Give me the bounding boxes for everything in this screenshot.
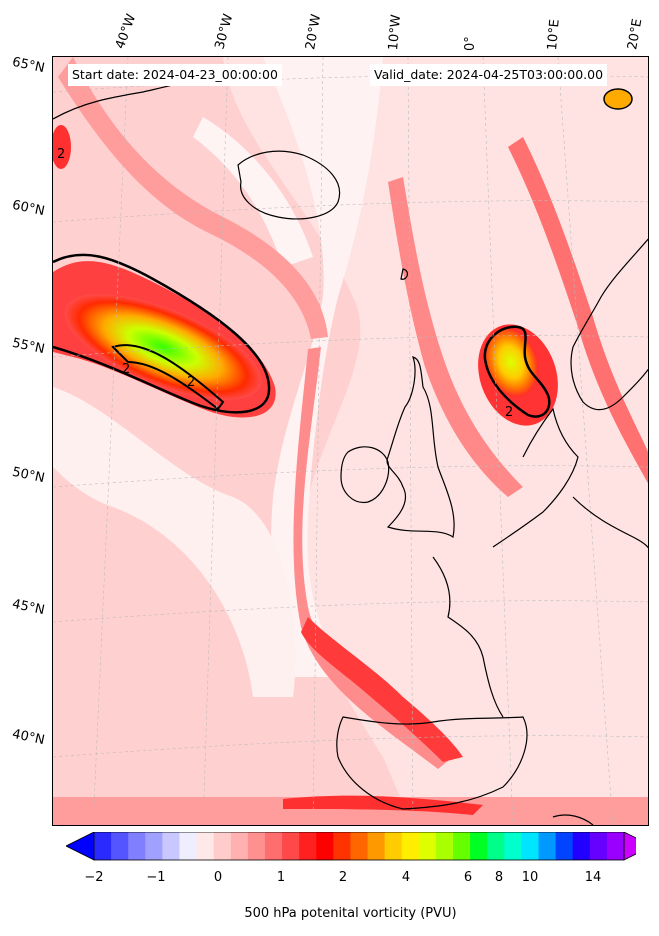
colorbar-segment <box>521 832 540 860</box>
colorbar-segment <box>606 832 625 860</box>
france-west-coast <box>432 556 504 718</box>
pv-contour-west <box>53 253 271 414</box>
great-britain-coast <box>386 356 455 538</box>
colorbar-segment <box>504 832 522 860</box>
colorbar-segment <box>470 832 488 860</box>
valid-date-label: Valid_date: 2024-04-25T03:00:00.00 <box>370 64 608 86</box>
lat-label: 50°N <box>10 464 46 487</box>
colorbar-tick: 4 <box>401 870 411 885</box>
lat-label: 45°N <box>10 596 46 619</box>
pv-low-patch-n <box>193 117 313 267</box>
colorbar-segment <box>435 832 454 860</box>
lon-label: 40°W <box>112 12 140 51</box>
pv-streamer-core <box>301 617 463 762</box>
pv-low-band-mid <box>263 57 383 677</box>
contour-label: 2 <box>122 362 131 377</box>
pv-low-patch-sw <box>53 387 296 697</box>
colorbar-tick: 0 <box>213 870 223 885</box>
map-panel: 2 2 2 2 <box>52 56 649 826</box>
lat-label: 60°N <box>10 197 46 220</box>
lon-label: 20°E <box>625 17 646 52</box>
coastlines <box>53 66 648 825</box>
colorbar-segment <box>401 832 420 860</box>
colorbar-tick: −1 <box>146 870 166 885</box>
colorbar-extend-min <box>66 832 95 861</box>
lon-label: 10°E <box>545 18 563 52</box>
jutland-continent-coast <box>492 407 579 548</box>
pv-blob-west-core <box>64 294 262 400</box>
lon-label: 20°W <box>303 13 325 52</box>
lon-label: 10°W <box>386 13 405 51</box>
pv-field-map <box>53 57 648 825</box>
colorbar-segment <box>94 832 112 860</box>
iberia-coast <box>336 716 528 810</box>
colorbar-segment <box>299 832 317 860</box>
colorbar-segment <box>367 832 386 860</box>
colorbar-tick: −2 <box>84 870 104 885</box>
lat-label: 40°N <box>10 726 46 749</box>
colorbar-segment <box>418 832 437 860</box>
colorbar-segment <box>111 832 129 860</box>
pv-south-band <box>53 797 648 825</box>
colorbar-segment <box>453 832 471 860</box>
colorbar-segment <box>487 832 505 860</box>
colorbar-tick: 2 <box>338 870 348 885</box>
pv-streamer-ne <box>388 177 523 497</box>
colorbar-segment <box>213 832 232 860</box>
colorbar-segment <box>145 832 163 860</box>
africa-coast <box>552 814 594 825</box>
colorbar-segment <box>162 832 180 860</box>
colorbar-segment <box>555 832 574 860</box>
colorbar-segment <box>196 832 215 860</box>
ireland-coast <box>340 446 390 504</box>
pv-streamer-norway <box>508 137 648 484</box>
scandinavia-coast <box>570 238 648 411</box>
pv-contour-west-inner <box>111 344 225 411</box>
colorbar-tick: 10 <box>521 870 539 885</box>
pv-south-core <box>283 795 483 815</box>
colorbar-segment <box>230 832 249 860</box>
colorbar-tick: 14 <box>584 870 602 885</box>
iceland-coast <box>237 150 341 220</box>
lat-label: 65°N <box>10 54 46 77</box>
graticule <box>53 57 648 825</box>
colorbar <box>66 832 636 861</box>
north-germany-coast <box>572 496 648 549</box>
colorbar-tick: 1 <box>276 870 286 885</box>
colorbar-segment <box>589 832 608 860</box>
colorbar-segment <box>316 832 334 860</box>
colorbar-segment <box>572 832 591 860</box>
faroe-coast <box>400 268 409 280</box>
colorbar-segment <box>350 832 369 860</box>
colorbar-segment <box>333 832 351 860</box>
pv-blob-edge-west <box>53 125 71 169</box>
pv-blob-edge-ne <box>603 88 633 110</box>
colorbar-segment <box>384 832 403 860</box>
colorbar-segment <box>247 832 266 860</box>
colorbar-extend-max <box>623 832 636 861</box>
start-date-label: Start date: 2024-04-23_00:00:00 <box>68 64 282 86</box>
pv-contour-east <box>483 325 551 418</box>
colorbar-border <box>93 832 625 861</box>
contour-label: 2 <box>187 375 196 390</box>
contour-label: 2 <box>57 147 66 162</box>
contour-label: 2 <box>505 405 514 420</box>
colorbar-segment <box>179 832 198 860</box>
colorbar-tick: 8 <box>494 870 504 885</box>
colorbar-tick: 6 <box>463 870 473 885</box>
lat-label: 55°N <box>10 335 46 358</box>
lon-label: 0° <box>463 36 478 51</box>
colorbar-segment <box>264 832 283 860</box>
colorbar-segment <box>538 832 557 860</box>
lon-label: 30°W <box>212 12 237 51</box>
colorbar-label: 500 hPa potenital vorticity (PVU) <box>244 906 457 921</box>
colorbar-segment <box>282 832 300 860</box>
colorbar-segment <box>128 832 146 860</box>
